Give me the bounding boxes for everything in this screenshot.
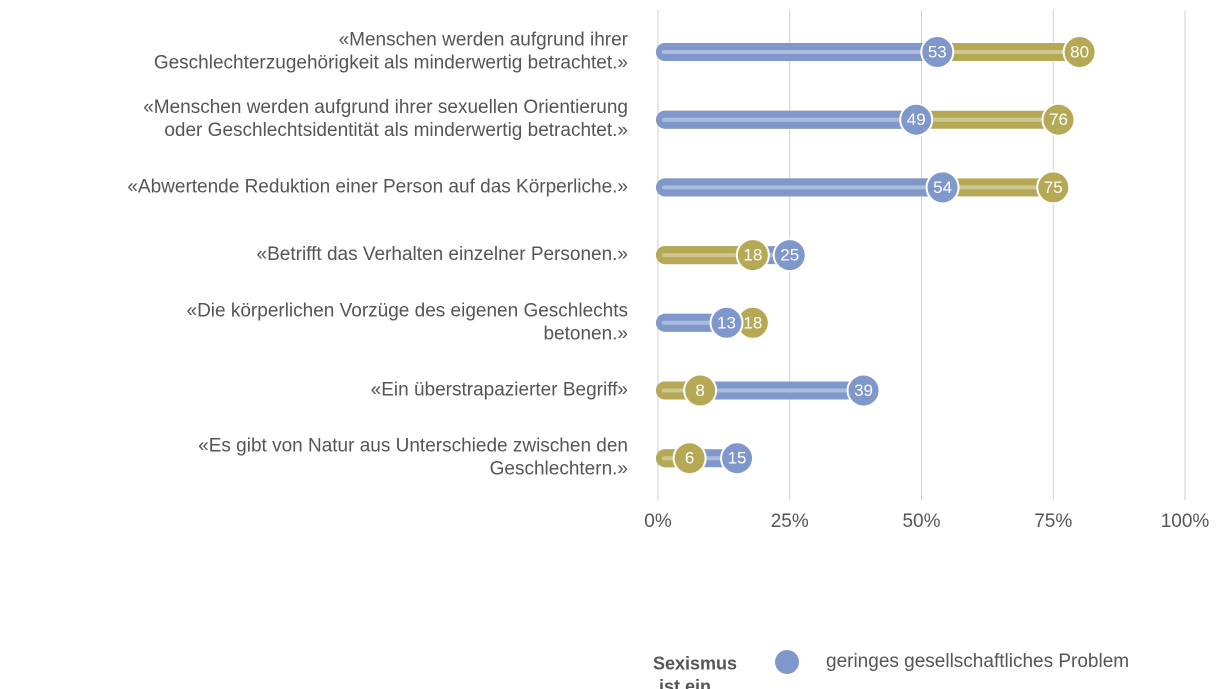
value-label: 15 (728, 449, 747, 468)
category-label: «Ein überstrapazierter Begriff» (371, 380, 628, 401)
x-tick-label: 25% (771, 511, 809, 532)
dot (920, 35, 955, 69)
category-label: «Menschen werden aufgrund ihrer Geschlech… (154, 30, 629, 74)
bar-highlight (662, 50, 934, 54)
value-label: 54 (933, 178, 952, 197)
category-label: «Menschen werden aufgrund ihrer sexuelle… (143, 97, 628, 141)
x-tick-label: 0% (644, 511, 672, 532)
x-tick-label: 100% (1161, 511, 1210, 532)
bar-highlight (662, 117, 913, 122)
category-label: «Abwertende Reduktion einer Person auf d… (127, 176, 628, 197)
dot (735, 238, 770, 273)
category-label-group: «Menschen werden aufgrund ihrer sexuelle… (143, 97, 628, 141)
dot (1041, 102, 1076, 137)
value-label: 18 (743, 313, 762, 332)
value-label: 80 (1070, 42, 1089, 61)
x-tick-label: 75% (1034, 511, 1072, 532)
category-label: «Es gibt von Natur aus Unterschiede zwis… (198, 436, 628, 480)
x-tick-label: 50% (902, 511, 940, 532)
legend-title: Sexismus ist ein ... (653, 653, 737, 689)
value-label: 18 (743, 246, 762, 265)
bar (656, 246, 753, 265)
value-label: 13 (717, 313, 736, 332)
legend-label: geringes gesellschaftliches Problem (826, 651, 1129, 672)
dot (1036, 170, 1071, 205)
category-label: «Betrifft das Verhalten einzelner Person… (257, 244, 628, 265)
dot (683, 373, 718, 408)
bar (656, 110, 917, 129)
dot (846, 373, 881, 408)
dot (899, 102, 934, 137)
value-label: 53 (928, 42, 947, 61)
bar (656, 313, 727, 332)
dot (1062, 35, 1097, 69)
dot (772, 238, 807, 273)
bar (656, 178, 943, 197)
category-label-group: «Betrifft das Verhalten einzelner Person… (257, 244, 628, 265)
value-label: 75 (1044, 178, 1063, 197)
dot (709, 305, 744, 340)
value-label: 39 (854, 381, 873, 400)
category-label: «Die körperlichen Vorzüge des eigenen Ge… (187, 300, 629, 344)
value-label: 8 (695, 381, 704, 400)
bar-highlight (662, 185, 939, 190)
bar-highlight (662, 253, 749, 258)
category-label-group: «Die körperlichen Vorzüge des eigenen Ge… (187, 300, 629, 344)
value-label: 25 (780, 246, 799, 265)
category-label-group: «Menschen werden aufgrund ihrer Geschlech… (154, 30, 629, 74)
dot (720, 441, 755, 476)
category-label-group: «Es gibt von Natur aus Unterschiede zwis… (198, 436, 628, 480)
category-label-group: «Abwertende Reduktion einer Person auf d… (127, 176, 628, 197)
legend-title-group: Sexismus ist ein ... (653, 653, 737, 689)
value-label: 6 (685, 449, 694, 468)
legend-swatch (775, 650, 799, 674)
value-label: 49 (907, 110, 926, 129)
category-label-group: «Ein überstrapazierter Begriff» (371, 380, 628, 401)
bar-highlight (662, 320, 723, 325)
dot (672, 441, 707, 476)
value-label: 76 (1049, 110, 1068, 129)
bar (656, 43, 938, 61)
dot (925, 170, 960, 205)
